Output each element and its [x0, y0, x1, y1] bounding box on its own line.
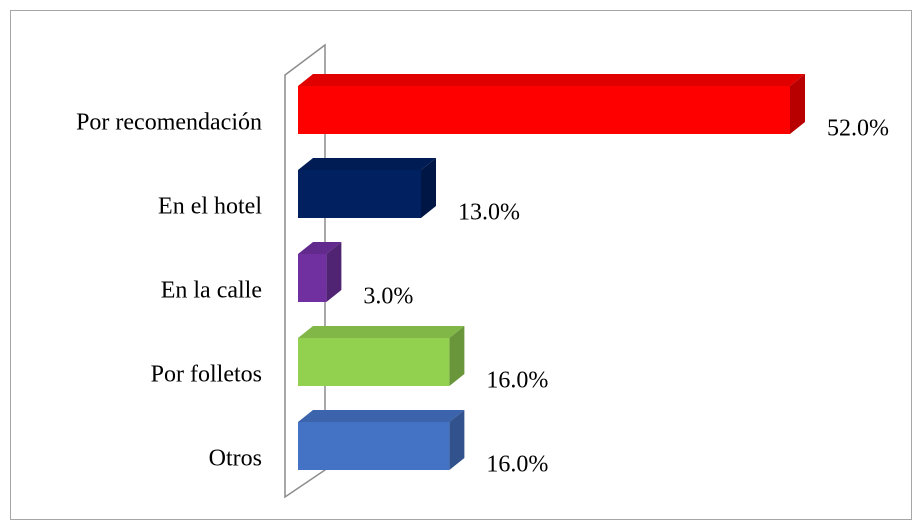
data-label: 16.0% [486, 452, 548, 478]
y-tick-label: En el hotel [158, 194, 262, 220]
y-tick-label: Por recomendación [76, 110, 262, 136]
bar [298, 326, 465, 386]
data-label: 13.0% [458, 200, 520, 226]
bar-side [449, 326, 465, 386]
bar-top [298, 74, 805, 86]
bar-top [298, 410, 465, 422]
data-label: 3.0% [363, 284, 413, 310]
bar [298, 158, 436, 218]
bar-front [298, 254, 327, 302]
y-tick-label: Por folletos [151, 362, 262, 388]
bar-front [298, 338, 450, 386]
y-tick-label: En la calle [161, 278, 262, 304]
bar-top [298, 242, 342, 254]
bar-side [449, 410, 465, 470]
bar [298, 410, 465, 470]
bar-side [326, 242, 342, 302]
bar-top [298, 158, 436, 170]
data-label: 52.0% [827, 116, 889, 142]
bar-side [421, 158, 436, 218]
bar-front [298, 86, 790, 134]
bar-front [298, 422, 450, 470]
data-label: 16.0% [486, 368, 548, 394]
bar [298, 74, 805, 134]
bar-top [298, 326, 465, 338]
bar [298, 242, 342, 302]
bar-side [790, 74, 805, 134]
y-tick-label: Otros [209, 446, 262, 472]
bar-front [298, 170, 421, 218]
